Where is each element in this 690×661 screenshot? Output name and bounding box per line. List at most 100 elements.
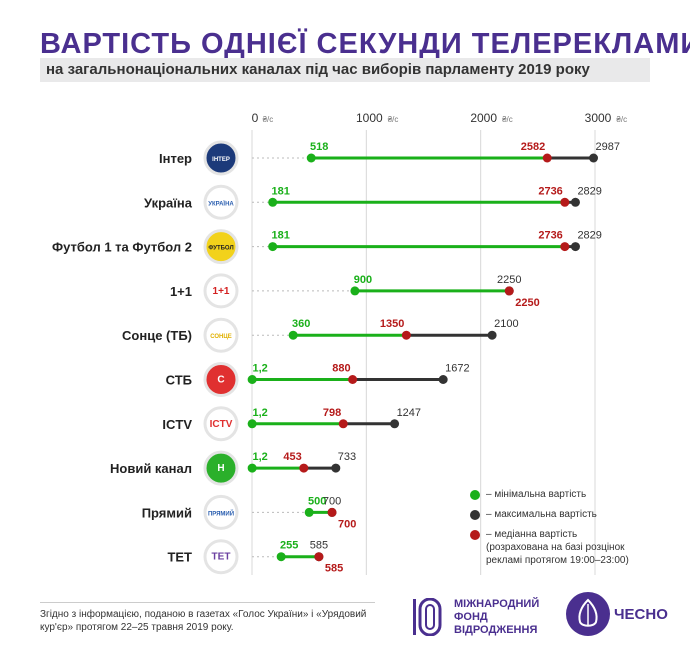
min-value-label: 360	[292, 318, 310, 330]
max-point	[589, 153, 599, 163]
channel-logo-icon	[203, 362, 239, 397]
max-point	[570, 242, 580, 252]
legend-max-label: – максимальна вартість	[486, 509, 597, 520]
median-value-label: 585	[325, 563, 343, 575]
median-point	[401, 330, 411, 340]
x-tick-unit: ₴/с	[502, 115, 513, 124]
min-point	[306, 153, 316, 163]
channel-logo-text: ІНТЕР	[212, 157, 230, 163]
footnote: Згідно з інформацією, поданою в газетах …	[40, 609, 367, 633]
min-value-label: 1,2	[252, 363, 267, 375]
x-tick-unit: ₴/с	[616, 115, 627, 124]
min-value-label: 900	[354, 274, 372, 286]
fund-name-line-2: ФОНД	[454, 611, 488, 623]
garlic-icon	[566, 592, 610, 636]
min-value-label: 500	[308, 495, 326, 507]
median-point	[338, 419, 348, 429]
max-value-label: 585	[310, 540, 328, 552]
channel-logo-icon	[203, 184, 239, 220]
x-tick-unit: ₴/с	[263, 115, 274, 124]
channel-logo-text: Н	[217, 463, 224, 474]
median-value-label: 2736	[538, 230, 562, 242]
channel-logo-icon	[203, 229, 239, 265]
max-point	[331, 463, 341, 473]
channel-logo-icon	[203, 406, 239, 442]
min-point	[288, 330, 298, 340]
median-point	[560, 197, 570, 207]
min-value-label: 255	[280, 540, 298, 552]
legend-min-dot	[470, 490, 480, 500]
x-tick-label: 1000	[356, 111, 383, 125]
median-point	[542, 153, 552, 163]
footnote-divider	[40, 602, 375, 603]
min-point	[247, 375, 257, 384]
channel-logo-icon	[203, 450, 239, 486]
median-point	[560, 242, 570, 252]
legend-median-dot	[470, 530, 480, 540]
max-value-label: 1672	[445, 363, 469, 375]
page-subtitle: на загальнонаціональних каналах під час …	[40, 58, 650, 82]
x-tick-label: 2000	[470, 111, 497, 125]
min-point	[276, 552, 286, 562]
max-point	[438, 375, 448, 384]
channel-name: СТБ	[166, 373, 192, 388]
max-value-label: 2829	[577, 230, 601, 242]
channel-logo-text: СОНЦЕ	[210, 334, 232, 340]
chesno-name: ЧЕСНО	[614, 606, 668, 623]
x-tick-label: 0	[252, 111, 259, 125]
channel-name: Інтер	[159, 151, 192, 166]
min-value-label: 1,2	[252, 451, 267, 463]
x-tick-unit: ₴/с	[388, 115, 399, 124]
page-title: ВАРТІСТЬ ОДНІЄЇ СЕКУНДИ ТЕЛЕРЕКЛАМИ	[40, 28, 690, 60]
median-point	[299, 463, 309, 473]
min-point	[247, 419, 257, 429]
channel-name: Новий канал	[110, 461, 192, 476]
legend-median-note: (розрахована на базі розцінок рекламі пр…	[486, 542, 629, 566]
min-value-label: 1,2	[252, 407, 267, 419]
channel-logo-text: ПРЯМИЙ	[208, 509, 234, 517]
median-value-label: 2582	[521, 141, 545, 153]
channel-logo-icon	[203, 273, 239, 309]
min-value-label: 518	[310, 141, 328, 153]
median-point	[314, 552, 324, 562]
channel-name: ICTV	[162, 417, 192, 432]
channel-logo-text: 1+1	[213, 286, 230, 297]
channel-logo-text: ФУТБОЛ	[208, 246, 233, 252]
min-value-label: 181	[272, 185, 290, 197]
channel-logo-text: ТЕТ	[212, 552, 231, 563]
max-value-label: 2987	[596, 141, 620, 153]
median-value-label: 2736	[538, 185, 562, 197]
min-value-label: 181	[272, 230, 290, 242]
channel-name: 1+1	[170, 284, 192, 299]
max-value-label: 700	[323, 495, 341, 507]
channel-name: Прямий	[142, 505, 192, 520]
median-point	[504, 286, 514, 296]
channel-logo-icon	[203, 317, 239, 353]
fund-logo-icon	[413, 598, 442, 636]
min-point	[268, 197, 278, 207]
channel-logo-icon	[203, 539, 239, 575]
median-point	[327, 507, 337, 517]
min-point	[350, 286, 360, 296]
median-value-label: 798	[323, 407, 341, 419]
channel-name: ТЕТ	[167, 550, 192, 565]
fund-name-line-1: МІЖНАРОДНИЙ	[454, 598, 540, 610]
median-value-label: 1350	[380, 318, 404, 330]
max-value-label: 2250	[497, 274, 521, 286]
channel-logo-icon	[203, 140, 239, 176]
median-value-label: 700	[338, 518, 356, 530]
channel-name: Сонце (ТБ)	[122, 328, 192, 343]
channel-name: Футбол 1 та Футбол 2	[52, 240, 192, 255]
dumbbell-chart: 0 ₴/с 1000 ₴/с 2000 ₴/с 3000 ₴/с Інтер ІНТЕР 518 25…	[52, 111, 627, 575]
legend-median-label: – медіанна вартість	[486, 529, 578, 540]
x-tick-label: 3000	[585, 111, 612, 125]
max-point	[570, 197, 580, 207]
min-point	[268, 242, 278, 252]
max-value-label: 2829	[577, 185, 601, 197]
max-value-label: 1247	[397, 407, 421, 419]
legend-max-dot	[470, 510, 480, 520]
max-point	[487, 330, 497, 340]
max-point	[390, 419, 400, 429]
channel-logo-text: УКРАЇНА	[208, 200, 234, 207]
min-point	[247, 463, 257, 473]
